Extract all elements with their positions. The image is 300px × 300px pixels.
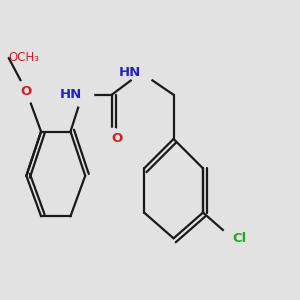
Text: Cl: Cl — [232, 232, 247, 245]
Text: OCH₃: OCH₃ — [9, 52, 40, 64]
Text: O: O — [21, 85, 32, 98]
Text: HN: HN — [119, 66, 141, 79]
Text: O: O — [112, 133, 123, 146]
Text: HN: HN — [60, 88, 82, 101]
